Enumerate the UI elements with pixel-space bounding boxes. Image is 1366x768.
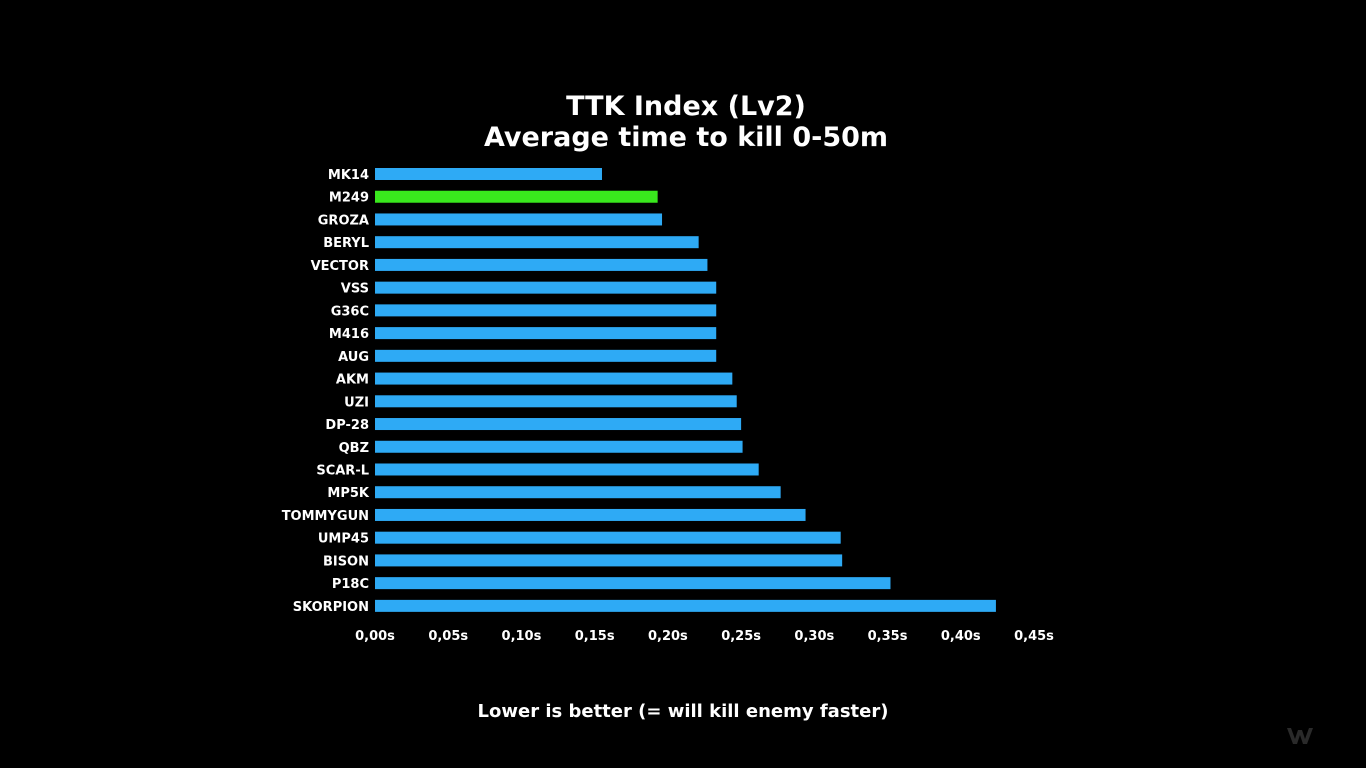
category-label: MK14 [328, 168, 369, 183]
bar-vector [375, 258, 708, 271]
category-label: BISON [323, 554, 369, 569]
bar-qbz [375, 440, 743, 453]
category-label: AKM [336, 373, 369, 388]
category-label: G36C [331, 304, 369, 319]
category-label: BERYL [323, 236, 369, 251]
bar-scar-l [375, 463, 759, 476]
bar-ump45 [375, 531, 841, 544]
x-tick-label: 0,05s [428, 629, 468, 644]
category-label: SCAR-L [316, 463, 369, 478]
bar-dp-28 [375, 418, 742, 431]
bar-skorpion [375, 599, 996, 612]
bar-uzi [375, 395, 737, 408]
bar-aug [375, 349, 717, 362]
bar-beryl [375, 236, 699, 249]
chart-title: TTK Index (Lv2) [566, 91, 806, 122]
category-label: VECTOR [311, 259, 369, 274]
category-label: DP-28 [325, 418, 369, 433]
category-label: TOMMYGUN [282, 509, 369, 524]
category-label: VSS [341, 282, 369, 297]
bar-vss [375, 281, 717, 294]
x-tick-label: 0,45s [1014, 629, 1054, 644]
x-tick-label: 0,25s [721, 629, 761, 644]
bar-p18c [375, 577, 891, 590]
bar-tommygun [375, 508, 806, 521]
category-label: UMP45 [318, 532, 369, 547]
category-label: QBZ [339, 441, 369, 456]
category-label: M249 [329, 191, 369, 206]
bar-g36c [375, 304, 717, 317]
logo-icon [1287, 728, 1313, 744]
x-tick-label: 0,10s [502, 629, 542, 644]
x-tick-label: 0,00s [355, 629, 395, 644]
category-label: M416 [329, 327, 369, 342]
category-label: SKORPION [293, 600, 369, 615]
bar-mk14 [375, 168, 602, 180]
bar-m416 [375, 327, 717, 340]
x-tick-label: 0,15s [575, 629, 615, 644]
x-tick-label: 0,35s [868, 629, 908, 644]
category-label: UZI [344, 395, 369, 410]
category-label: AUG [338, 350, 369, 365]
x-tick-label: 0,20s [648, 629, 688, 644]
category-label: MP5K [327, 486, 370, 501]
bar-m249 [375, 190, 658, 203]
bar-mp5k [375, 486, 781, 499]
category-label: GROZA [318, 213, 369, 228]
x-tick-label: 0,40s [941, 629, 981, 644]
category-label: P18C [332, 577, 369, 592]
chart-subtitle: Average time to kill 0-50m [483, 122, 889, 153]
bar-groza [375, 213, 663, 226]
x-tick-label: 0,30s [794, 629, 834, 644]
bar-bison [375, 554, 843, 567]
chart-footnote: Lower is better (= will kill enemy faste… [477, 701, 889, 722]
bar-akm [375, 372, 733, 385]
